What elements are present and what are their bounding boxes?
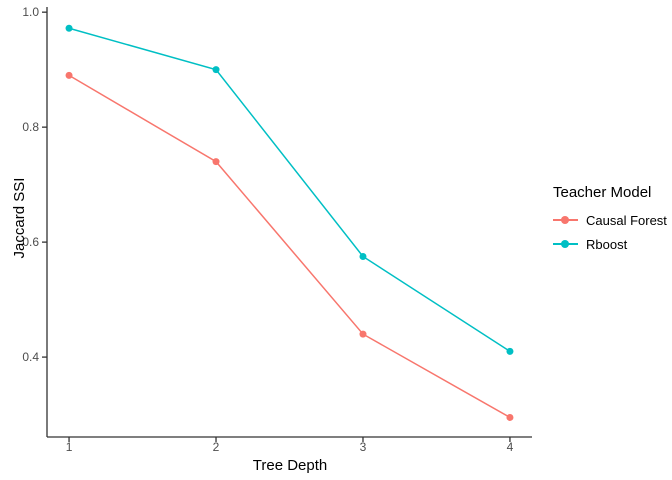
y-tick-label: 0.8 — [22, 120, 39, 134]
x-tick-label: 1 — [66, 440, 73, 454]
legend-key-line-dot-icon — [553, 208, 578, 232]
legend-title: Teacher Model — [553, 184, 652, 201]
data-point-causal-forest — [65, 71, 73, 79]
legend-key-dot — [561, 240, 569, 248]
data-point-rboost — [506, 347, 514, 355]
series-line-causal-forest — [68, 74, 511, 419]
x-tick-label: 3 — [360, 440, 367, 454]
legend-key-dot — [561, 216, 569, 224]
legend-item-rboost: Rboost — [553, 232, 667, 256]
y-tick-label: 1.0 — [22, 5, 39, 19]
chart-plot-area: 1 2 3 4 0.4 0.6 0.8 1.0 — [22, 5, 532, 454]
legend: Teacher Model Causal Forest Rboost — [553, 184, 667, 256]
legend-label: Causal Forest — [586, 212, 667, 228]
series-line-rboost — [68, 27, 511, 352]
legend-key-line-dot-icon — [553, 232, 578, 256]
data-point-causal-forest — [212, 158, 220, 166]
data-point-causal-forest — [506, 413, 514, 421]
x-tick-label: 2 — [213, 440, 220, 454]
x-tick-label: 4 — [507, 440, 514, 454]
data-point-rboost — [359, 252, 367, 260]
y-tick-label: 0.6 — [22, 235, 39, 249]
data-point-causal-forest — [359, 330, 367, 338]
x-axis-title: Tree Depth — [253, 457, 327, 474]
data-point-rboost — [212, 66, 220, 74]
y-axis-title: Jaccard SSI — [11, 178, 28, 259]
y-tick-label: 0.4 — [22, 350, 39, 364]
data-point-rboost — [65, 24, 73, 32]
legend-label: Rboost — [586, 236, 628, 252]
legend-item-causal-forest: Causal Forest — [553, 208, 667, 232]
